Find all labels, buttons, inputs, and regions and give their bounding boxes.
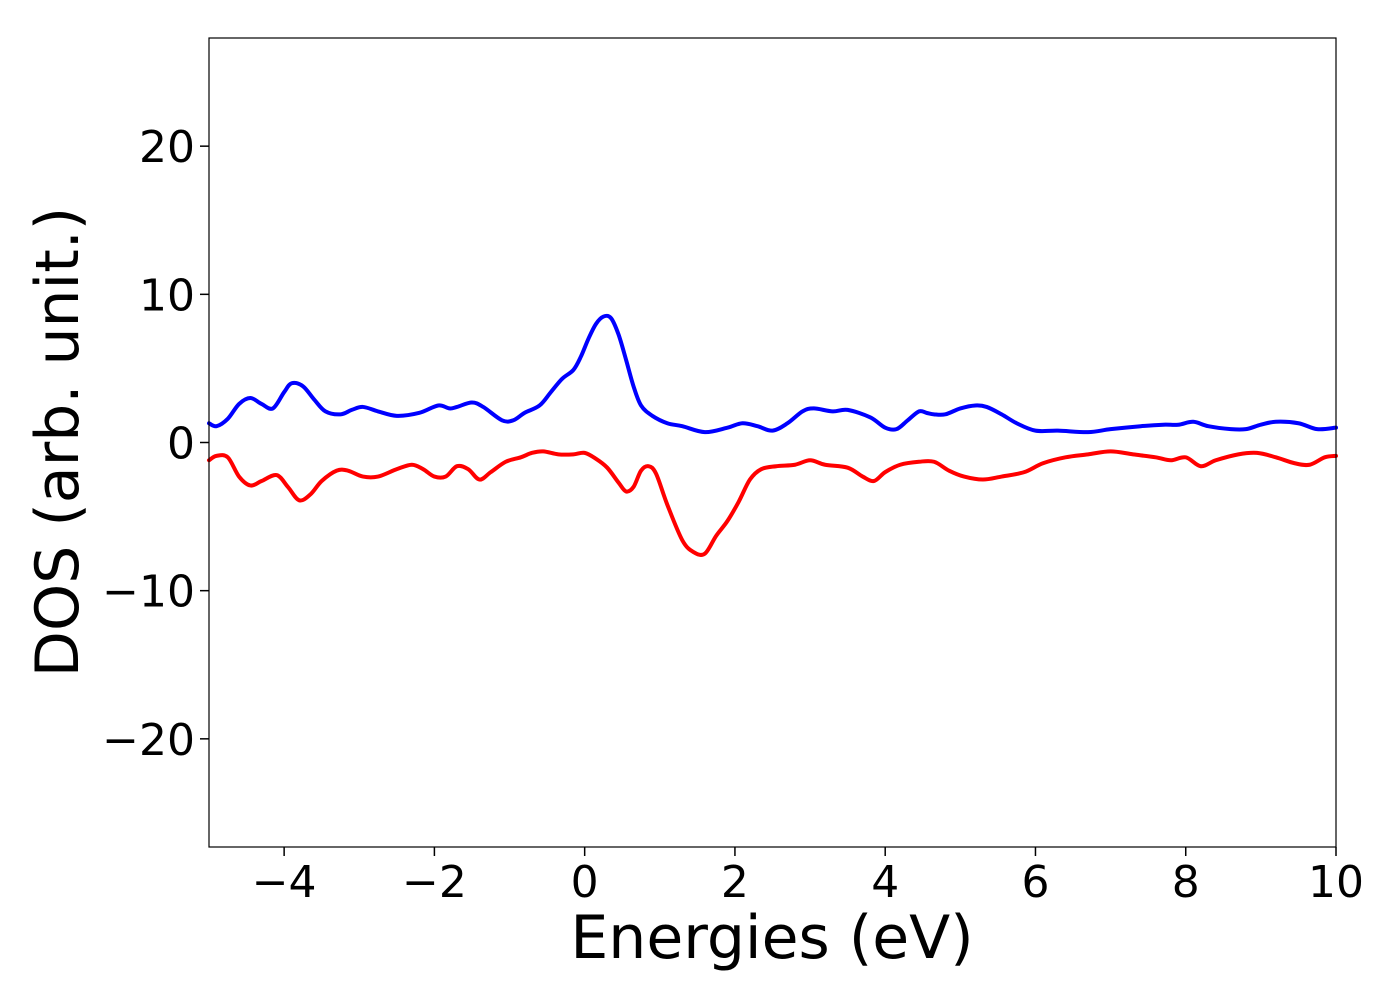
x-tick-label: 2: [721, 857, 749, 908]
x-tick-label: 6: [1021, 857, 1049, 908]
series-layer: [207, 313, 1338, 557]
series-line-2: [207, 449, 1338, 557]
y-tick-label: 0: [167, 419, 195, 470]
x-tick-label: 8: [1172, 857, 1200, 908]
y-axis-ticks: −20 −10 0 10 20: [102, 122, 209, 766]
series-line-1: [207, 313, 1338, 435]
x-tick-label: −2: [402, 857, 467, 908]
y-tick-label: 20: [139, 122, 195, 173]
x-tick-label: 4: [871, 857, 899, 908]
y-axis-label: DOS (arb. unit.): [23, 207, 93, 677]
plot-frame: [208, 37, 1337, 848]
y-tick-label: 10: [139, 270, 195, 321]
x-tick-label: 0: [571, 857, 599, 908]
x-tick-label: 10: [1308, 857, 1364, 908]
x-axis-label: Energies (eV): [570, 903, 973, 973]
x-axis-ticks: −4 −2 0 2 4 6 8 10: [252, 847, 1364, 908]
y-tick-label: −10: [102, 567, 195, 618]
y-tick-label: −20: [102, 715, 195, 766]
x-tick-label: −4: [252, 857, 317, 908]
